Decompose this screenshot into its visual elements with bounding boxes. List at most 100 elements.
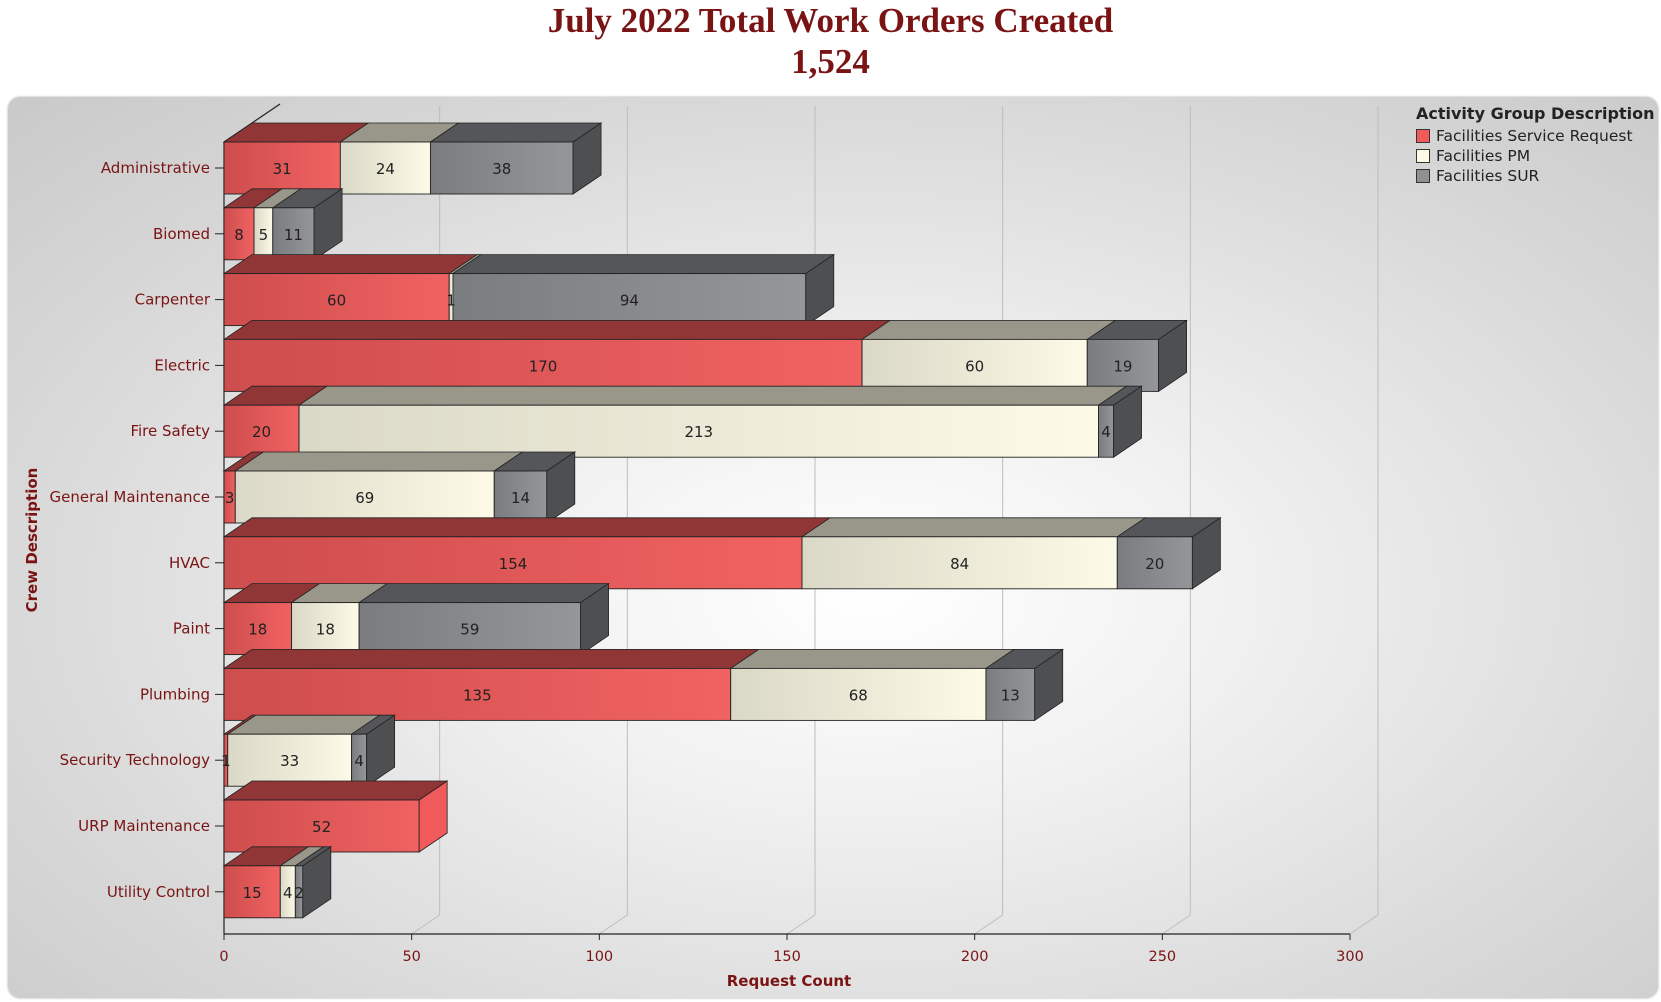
- bar-top: [357, 583, 610, 603]
- data-label: 13: [1001, 686, 1020, 704]
- bar-group: 18 18 59: [222, 582, 610, 656]
- bar-top: [729, 649, 1016, 669]
- legend-label: Facilities SUR: [1436, 167, 1540, 185]
- bar-segment: [291, 602, 360, 656]
- data-label: 60: [965, 357, 984, 375]
- data-label: 20: [252, 423, 271, 441]
- bar-top: [222, 649, 761, 669]
- bar-segment: [223, 273, 450, 327]
- bar-end: [805, 253, 835, 327]
- legend-swatch: [1416, 129, 1430, 143]
- data-label: 3: [225, 489, 235, 507]
- bar-group: 154 84 20: [222, 517, 1222, 590]
- bar-end: [1113, 385, 1142, 458]
- legend-item-service-request: Facilities Service Request: [1416, 126, 1654, 146]
- legend-label: Facilities PM: [1436, 147, 1531, 165]
- data-label: 170: [529, 357, 558, 375]
- data-label: 68: [849, 686, 868, 704]
- x-tick-label: 0: [219, 949, 228, 965]
- data-label: 84: [950, 555, 969, 573]
- bar-top: [800, 517, 1147, 538]
- x-tick-label: 300: [1336, 949, 1364, 965]
- data-label: 19: [1113, 357, 1132, 375]
- data-label: 15: [243, 884, 262, 902]
- bar-segment: [223, 799, 420, 853]
- bar-segment: [223, 536, 803, 590]
- x-tick-label: 200: [961, 949, 989, 965]
- x-tick-label: 50: [402, 949, 420, 965]
- data-label: 8: [234, 226, 244, 244]
- bar-segment: [861, 338, 1088, 392]
- data-label: 38: [492, 160, 511, 178]
- chart-subtitle: 1,524: [791, 42, 870, 81]
- data-label: 1: [446, 292, 456, 310]
- bar-end: [546, 451, 576, 524]
- bar-end: [1191, 517, 1221, 590]
- bar-segment: [298, 404, 1099, 458]
- y-axis-title: Crew Description: [23, 468, 41, 613]
- data-label: 2: [294, 884, 304, 902]
- bar-segment: [1086, 338, 1160, 392]
- y-tick-label: Paint: [173, 620, 210, 638]
- legend-item-sur: Facilities SUR: [1416, 166, 1654, 186]
- bar-segment: [730, 667, 987, 721]
- bar-segment: [1116, 536, 1193, 590]
- y-tick-label: Biomed: [153, 225, 210, 243]
- y-tick-label: General Maintenance: [50, 488, 210, 506]
- data-label: 60: [327, 292, 346, 310]
- bar-group: 31 24 38: [222, 122, 603, 195]
- bar-end: [302, 846, 332, 919]
- data-label: 154: [499, 555, 528, 573]
- y-tick-label: Fire Safety: [130, 422, 210, 440]
- bar-group: 1 33 4: [221, 714, 396, 787]
- data-label: 20: [1145, 555, 1164, 573]
- bar-end: [418, 780, 448, 853]
- data-label: 213: [684, 423, 713, 441]
- y-tick-label: Utility Control: [107, 883, 210, 901]
- bar-segment: [493, 470, 548, 524]
- bar-top: [222, 254, 479, 275]
- bar-segment: [223, 667, 732, 721]
- bar-group: 135 68 13: [222, 648, 1065, 722]
- bar-segment: [801, 536, 1118, 590]
- bar-group: 3 69 14: [222, 451, 577, 524]
- bar-segment: [985, 667, 1036, 721]
- bar-segment: [223, 141, 341, 195]
- bar-segment: [223, 338, 863, 392]
- data-label: 4: [354, 752, 364, 770]
- bar-segment: [223, 865, 281, 919]
- gridline-floor: [974, 914, 1003, 935]
- bar-top: [233, 451, 524, 472]
- legend-label: Facilities Service Request: [1436, 127, 1633, 145]
- x-tick-label: 150: [773, 949, 801, 965]
- bar-top: [297, 385, 1128, 406]
- gridline-floor: [786, 914, 816, 935]
- bar-group: 8 5 11: [222, 188, 344, 261]
- bar-end: [580, 582, 609, 656]
- data-label: 94: [620, 292, 639, 310]
- bar-top: [451, 254, 836, 275]
- x-tick-label: 100: [585, 949, 613, 965]
- bar-group: 20 213 4: [222, 385, 1143, 458]
- data-label: 11: [284, 226, 303, 244]
- y-tick-label: HVAC: [169, 554, 210, 572]
- bar-group: 52: [222, 780, 449, 853]
- data-label: 135: [463, 686, 492, 704]
- legend-swatch: [1416, 149, 1430, 163]
- chart-title: July 2022 Total Work Orders Created: [547, 1, 1114, 40]
- bar-segment: [358, 602, 582, 656]
- data-label: 18: [248, 621, 267, 639]
- bar-end: [1034, 648, 1064, 722]
- y-tick-label: Administrative: [101, 159, 210, 177]
- data-label: 69: [355, 489, 374, 507]
- data-label: 52: [312, 818, 331, 836]
- bar-top: [429, 122, 603, 143]
- bar-segment: [452, 273, 807, 327]
- bar-group: 15 4 2: [222, 846, 333, 919]
- bar-group: 60 1 94: [222, 253, 836, 327]
- y-tick-label: Security Technology: [60, 751, 211, 769]
- bar-end: [1158, 319, 1187, 393]
- data-label: 18: [316, 621, 335, 639]
- gridline-floor: [1162, 914, 1191, 935]
- bar-group: 170 60 19: [222, 319, 1188, 393]
